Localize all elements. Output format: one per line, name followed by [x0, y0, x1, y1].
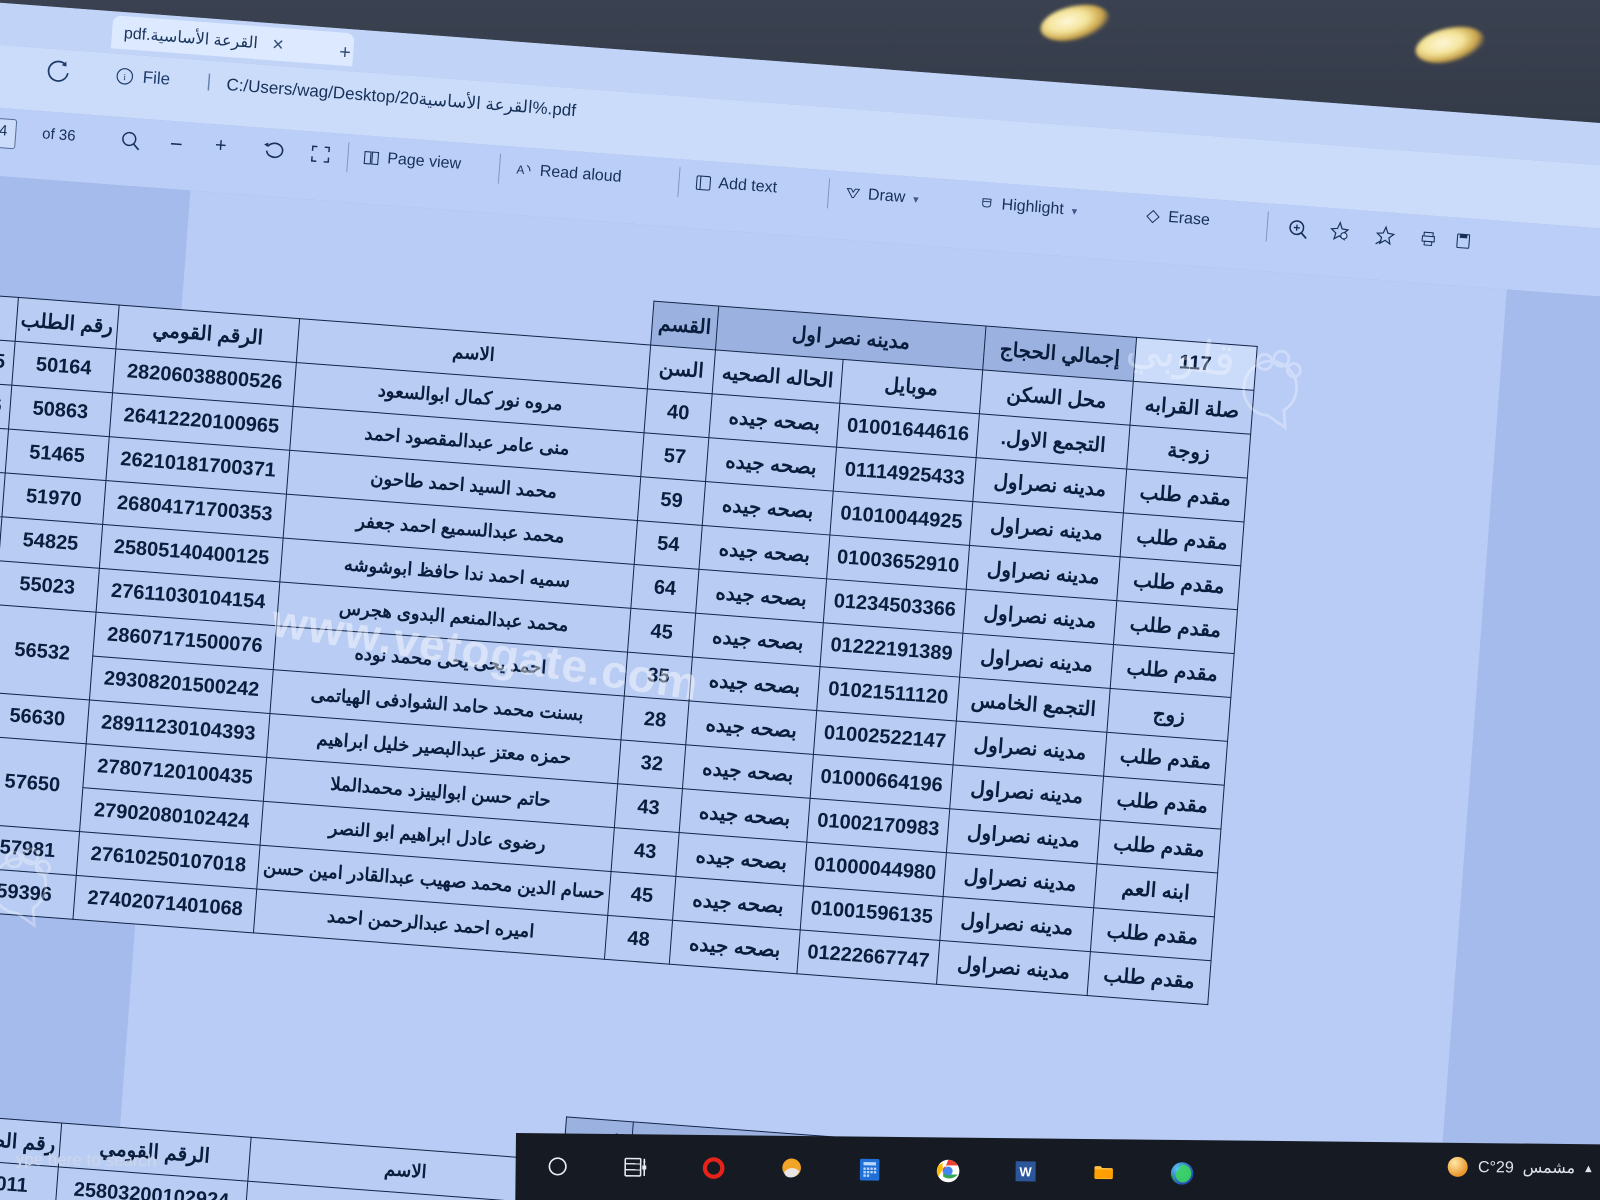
svg-text:قلوبي: قلوبي	[1123, 320, 1239, 388]
svg-text:W: W	[1019, 1164, 1032, 1179]
svg-text:i: i	[123, 72, 127, 82]
svg-text:A: A	[516, 162, 525, 177]
